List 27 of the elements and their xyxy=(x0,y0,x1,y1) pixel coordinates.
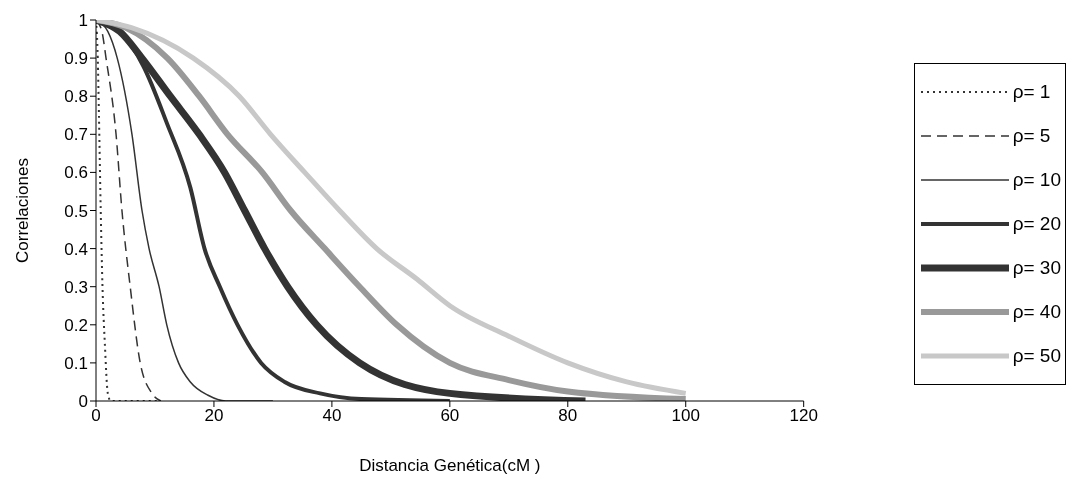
y-tick-label: 0.9 xyxy=(64,49,88,69)
legend-label: ρ= 1 xyxy=(1012,81,1051,103)
x-tick-label: 20 xyxy=(204,406,224,426)
legend-label: ρ= 30 xyxy=(1012,257,1061,279)
y-tick-label: 0.5 xyxy=(64,201,88,221)
legend-label: ρ= 5 xyxy=(1012,125,1051,147)
y-tick-label: 0.1 xyxy=(64,353,88,373)
y-tick-label: 0.8 xyxy=(64,87,88,107)
x-tick-label: 0 xyxy=(91,406,101,426)
y-tick-label: 0.3 xyxy=(64,277,88,297)
legend-label: ρ= 20 xyxy=(1012,213,1061,235)
x-tick-label: 100 xyxy=(671,406,700,426)
legend-label: ρ= 40 xyxy=(1012,301,1061,323)
legend-label: ρ= 10 xyxy=(1012,169,1061,191)
x-tick-label: 40 xyxy=(322,406,342,426)
x-tick-label: 120 xyxy=(789,406,818,426)
x-axis-title: Distancia Genética(cM ) xyxy=(359,456,541,475)
y-tick-label: 0 xyxy=(78,392,88,412)
y-tick-label: 0.2 xyxy=(64,315,88,335)
x-tick-label: 60 xyxy=(440,406,460,426)
y-tick-label: 0.6 xyxy=(64,163,88,183)
x-tick-label: 80 xyxy=(558,406,578,426)
y-tick-label: 1 xyxy=(78,11,88,31)
y-tick-label: 0.4 xyxy=(64,239,88,259)
y-axis-title: Correlaciones xyxy=(13,158,33,263)
y-tick-label: 0.7 xyxy=(64,125,88,145)
legend-label: ρ= 50 xyxy=(1012,345,1061,367)
